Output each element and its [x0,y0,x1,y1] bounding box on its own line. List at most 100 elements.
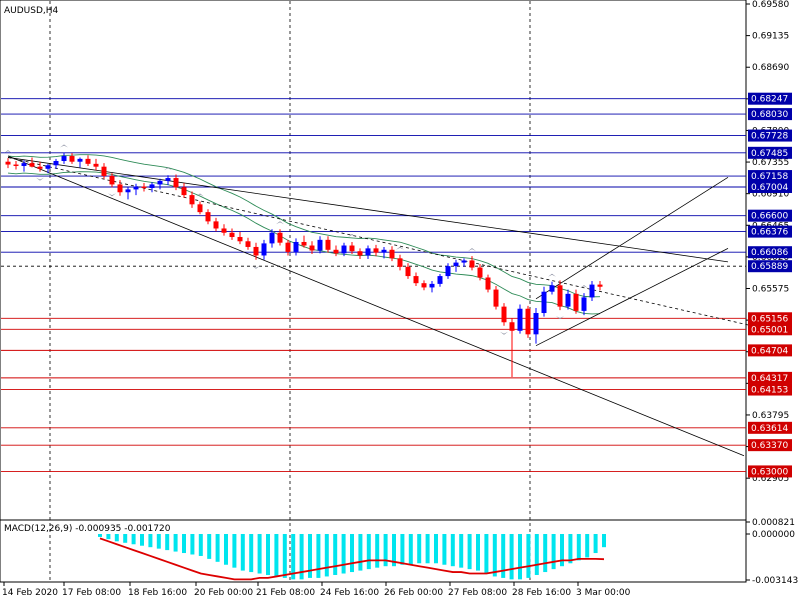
candle-body-30 [245,241,251,247]
macd-bar-20 [266,534,270,575]
fractal-up-9 [580,285,588,289]
fractal-up-4 [276,221,284,225]
candle-body-36 [293,241,299,252]
fractal-up-8 [548,273,556,277]
macd-bar-9 [173,534,178,552]
fractal-up-1 [60,144,68,148]
fractal-up-2 [164,167,172,171]
candle-body-66 [533,313,539,335]
time-label-9: 3 Mar 00:00 [576,588,631,598]
candle-body-29 [237,237,243,242]
price-tick-label-9: 0.65575 [752,285,789,295]
candle-body-54 [437,276,443,284]
candle-body-48 [389,249,395,259]
price-tick-label-15: 0.62905 [752,474,789,484]
trend-line-4 [535,248,729,347]
horizontal-levels[interactable] [1,98,746,472]
macd-bar-29 [341,534,346,574]
macd-bar-33 [375,534,380,568]
blue-level-label-3-box [748,146,792,159]
time-label-5: 24 Feb 16:00 [320,588,379,598]
candle-body-62 [501,306,507,323]
candle-body-25 [205,212,211,222]
price-tick-label-6: 0.66910 [752,190,789,200]
candle-body-63 [509,322,515,331]
fractal-up-5 [348,233,356,237]
trend-lines[interactable] [7,155,753,457]
macd-bar-28 [333,534,338,575]
candle-body-68 [549,285,555,292]
macd-bar-51 [526,534,531,578]
blue-level-label-0-box [748,92,792,105]
candle-body-11 [93,163,99,167]
candle-body-67 [541,291,547,314]
red-level-label-0: 0.65156 [751,314,788,324]
price-tick-label-0: 0.69580 [752,0,789,10]
candle-body-18 [149,184,155,188]
candle-body-58 [469,260,475,268]
fractal-up-6 [396,246,404,250]
candle-body-9 [77,158,83,162]
fractal-markers [4,144,588,335]
macd-bar-58 [585,534,590,558]
price-tick-label-13: 0.63795 [752,411,789,421]
macd-bar-34 [383,534,388,567]
red-level-label-6: 0.63370 [751,441,788,451]
candle-body-20 [165,178,171,181]
candle-body-0 [5,161,11,165]
time-label-1: 17 Feb 08:00 [62,588,121,598]
candle-body-1 [13,164,19,166]
macd-bar-32 [366,534,371,570]
fractal-down-3 [500,331,508,335]
time-label-4: 21 Feb 08:00 [256,588,315,598]
candle-body-4 [37,166,43,169]
macd-bar-4 [131,534,136,545]
macd-bar-18 [249,534,254,573]
macd-bar-15 [224,534,228,565]
red-level-label-3-box [748,371,792,384]
macd-bar-59 [593,534,598,554]
candle-body-46 [373,248,379,253]
candle-body-8 [69,156,75,162]
candle-body-7 [61,156,67,161]
fractal-down-2 [252,265,260,269]
candle-body-33 [269,232,275,244]
candle-body-15 [125,189,131,193]
red-level-label-3: 0.64317 [751,374,788,384]
trend-line-1 [7,157,753,327]
upper-band [7,154,601,298]
candle-body-2 [21,163,27,166]
macd-bar-60 [602,534,606,548]
candle-body-70 [565,293,571,307]
price-tick-label-1: 0.69135 [752,32,789,42]
macd-bar-49 [509,534,514,580]
macd-bar-39 [425,534,430,564]
blue-level-label-8: 0.66086 [751,248,788,258]
macd-bar-44 [467,534,472,570]
time-label-0: 14 Feb 2020 [2,588,58,598]
time-label-3: 20 Feb 00:00 [194,588,253,598]
macd-bar-53 [543,534,548,573]
red-level-label-4: 0.64153 [751,386,788,396]
macd-bar-14 [215,534,220,562]
macd-bar-7 [156,534,161,549]
candle-body-74 [597,284,603,287]
macd-bar-25 [308,534,312,578]
candle-body-44 [357,251,363,256]
macd-bar-6 [148,534,153,548]
blue-level-label-5: 0.67004 [751,183,788,193]
fractal-up-0 [4,150,12,154]
macd-bar-1 [106,534,111,540]
candle-body-13 [109,175,115,185]
macd-bar-19 [257,534,262,574]
blue-level-label-6: 0.66600 [751,212,788,222]
macd-bar-45 [476,534,480,571]
macd-bar-26 [316,534,321,578]
blue-level-label-3: 0.67485 [751,149,788,159]
macd-bar-56 [568,534,573,564]
macd-bar-35 [392,534,396,567]
macd-bar-57 [576,534,581,561]
trend-line-0 [7,157,729,263]
